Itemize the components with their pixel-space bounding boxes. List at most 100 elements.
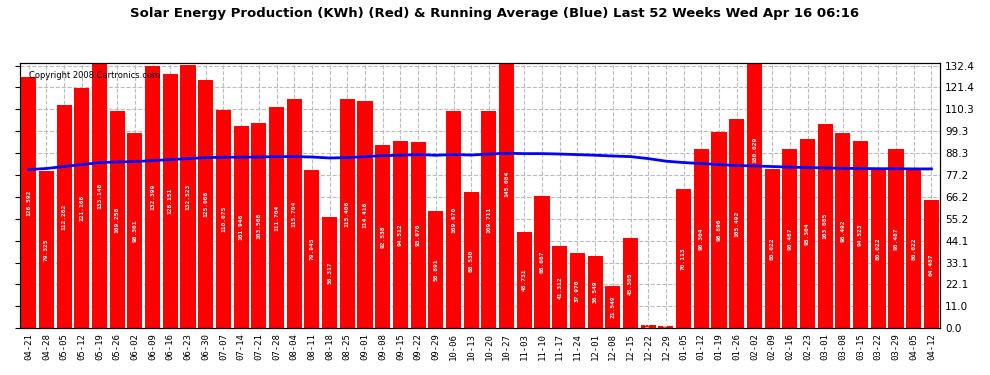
Text: 98.301: 98.301 — [133, 219, 138, 242]
Bar — [499, 40, 514, 328]
Text: 128.151: 128.151 — [168, 188, 173, 214]
Text: Copyright 2008 Cartronics.com: Copyright 2008 Cartronics.com — [29, 71, 160, 80]
Bar — [535, 196, 549, 328]
Bar — [836, 133, 850, 328]
Bar — [340, 99, 354, 328]
Bar — [871, 170, 886, 328]
Bar — [393, 141, 408, 328]
Bar — [746, 0, 762, 328]
Text: 111.704: 111.704 — [274, 204, 279, 231]
Bar — [481, 111, 496, 328]
Bar — [21, 77, 37, 328]
Text: 1.413: 1.413 — [645, 318, 650, 336]
Bar — [764, 170, 780, 328]
Bar — [162, 74, 178, 328]
Text: 64.487: 64.487 — [929, 253, 934, 276]
Text: 98.492: 98.492 — [841, 219, 845, 242]
Text: 80.022: 80.022 — [876, 238, 881, 260]
Text: 58.891: 58.891 — [434, 259, 439, 281]
Bar — [588, 256, 603, 328]
Text: 114.416: 114.416 — [362, 202, 367, 228]
Bar — [694, 149, 709, 328]
Text: 95.304: 95.304 — [805, 222, 810, 245]
Text: 79.325: 79.325 — [44, 238, 49, 261]
Text: 80.022: 80.022 — [769, 238, 774, 260]
Text: 93.970: 93.970 — [416, 224, 421, 246]
Text: 79.945: 79.945 — [310, 238, 315, 260]
Bar — [39, 171, 53, 328]
Text: 115.704: 115.704 — [292, 200, 297, 226]
Text: 145.084: 145.084 — [504, 171, 509, 197]
Text: 133.148: 133.148 — [97, 183, 102, 209]
Bar — [146, 66, 160, 328]
Text: 103.568: 103.568 — [256, 212, 261, 238]
Bar — [322, 216, 338, 328]
Bar — [411, 142, 426, 328]
Text: 90.304: 90.304 — [699, 227, 704, 250]
Bar — [110, 111, 125, 328]
Text: 125.006: 125.006 — [203, 191, 208, 217]
Text: 36.549: 36.549 — [593, 281, 598, 303]
Bar — [269, 106, 284, 328]
Bar — [782, 149, 797, 328]
Text: 94.512: 94.512 — [398, 223, 403, 246]
Bar — [304, 170, 320, 328]
Text: 101.946: 101.946 — [239, 214, 244, 240]
Bar — [906, 170, 922, 328]
Text: 98.896: 98.896 — [717, 219, 722, 242]
Bar — [198, 80, 213, 328]
Text: 66.667: 66.667 — [540, 251, 545, 273]
Text: 132.399: 132.399 — [150, 184, 155, 210]
Bar — [357, 101, 372, 328]
Text: 48.731: 48.731 — [522, 268, 527, 291]
Bar — [641, 326, 655, 328]
Text: 68.530: 68.530 — [468, 249, 473, 272]
Bar — [234, 126, 248, 328]
Text: 110.075: 110.075 — [221, 206, 226, 232]
Text: 112.262: 112.262 — [61, 204, 66, 230]
Bar — [446, 111, 461, 328]
Bar — [570, 253, 585, 328]
Text: 70.113: 70.113 — [681, 248, 686, 270]
Bar — [676, 189, 691, 328]
Bar — [429, 211, 444, 328]
Bar — [251, 123, 266, 328]
Bar — [92, 64, 107, 328]
Bar — [74, 88, 89, 328]
Text: 1.000: 1.000 — [663, 318, 668, 337]
Text: 126.592: 126.592 — [26, 189, 32, 216]
Bar — [623, 238, 638, 328]
Bar — [818, 124, 833, 328]
Bar — [375, 145, 390, 328]
Text: 109.711: 109.711 — [486, 206, 491, 232]
Text: 92.538: 92.538 — [380, 225, 385, 248]
Bar — [605, 285, 621, 328]
Bar — [216, 110, 231, 328]
Bar — [180, 65, 196, 328]
Text: 80.022: 80.022 — [911, 238, 916, 260]
Text: 45.305: 45.305 — [628, 272, 633, 294]
Text: 115.406: 115.406 — [345, 201, 349, 227]
Text: Solar Energy Production (KWh) (Red) & Running Average (Blue) Last 52 Weeks Wed A: Solar Energy Production (KWh) (Red) & Ru… — [131, 8, 859, 21]
Bar — [287, 99, 302, 328]
Text: 132.523: 132.523 — [185, 184, 190, 210]
Text: 103.085: 103.085 — [823, 213, 828, 239]
Text: 56.317: 56.317 — [327, 261, 332, 284]
Text: 90.487: 90.487 — [787, 227, 792, 250]
Bar — [924, 200, 939, 328]
Text: 105.492: 105.492 — [735, 210, 740, 237]
Text: 121.168: 121.168 — [79, 195, 84, 221]
Text: 21.549: 21.549 — [610, 296, 616, 318]
Bar — [56, 105, 71, 328]
Bar — [128, 133, 143, 328]
Text: 37.970: 37.970 — [575, 279, 580, 302]
Bar — [712, 132, 727, 328]
Text: 90.487: 90.487 — [894, 227, 899, 250]
Text: 41.312: 41.312 — [557, 276, 562, 298]
Text: 94.523: 94.523 — [858, 223, 863, 246]
Bar — [853, 141, 868, 328]
Bar — [658, 326, 673, 328]
Bar — [517, 231, 532, 328]
Bar — [800, 139, 815, 328]
Text: 180.029: 180.029 — [752, 136, 757, 163]
